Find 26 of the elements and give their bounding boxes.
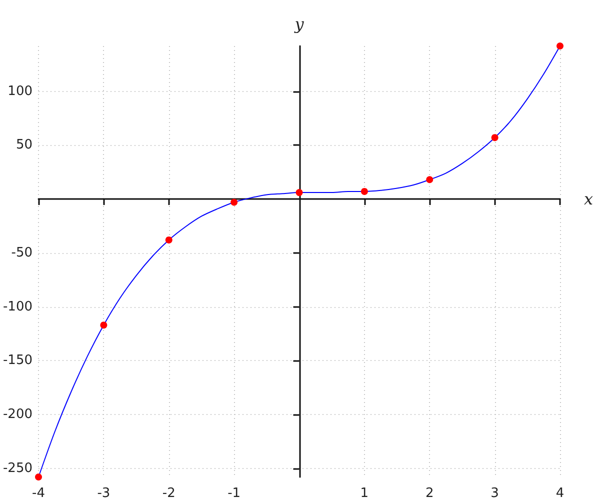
x-tick-label: -3	[97, 486, 110, 500]
y-tick-label: -150	[2, 353, 33, 368]
y-tick-label: -200	[2, 407, 33, 422]
point	[100, 322, 108, 329]
point	[35, 474, 42, 480]
x-tick-label: -1	[228, 486, 241, 500]
x-tick-label: 3	[490, 486, 499, 500]
point	[165, 236, 172, 244]
x-axis-title: x	[584, 190, 594, 209]
y-tick-label: 100	[8, 84, 33, 99]
y-tick-label: -100	[2, 299, 33, 314]
point	[230, 198, 238, 206]
point	[360, 188, 368, 195]
point	[556, 42, 564, 50]
y-tick-label: -50	[11, 245, 33, 260]
x-tick-label: -2	[162, 486, 176, 500]
x-tick-label: 2	[425, 486, 434, 500]
y-axis-title: y	[294, 14, 305, 34]
point	[296, 189, 303, 196]
point	[491, 134, 498, 142]
x-tick-label: -4	[32, 486, 45, 500]
x-tick-label: 1	[360, 486, 369, 500]
y-tick-label: 50	[16, 138, 33, 153]
x-tick-label: 4	[556, 486, 564, 500]
y-tick-label: -250	[2, 460, 33, 476]
point	[426, 176, 434, 184]
